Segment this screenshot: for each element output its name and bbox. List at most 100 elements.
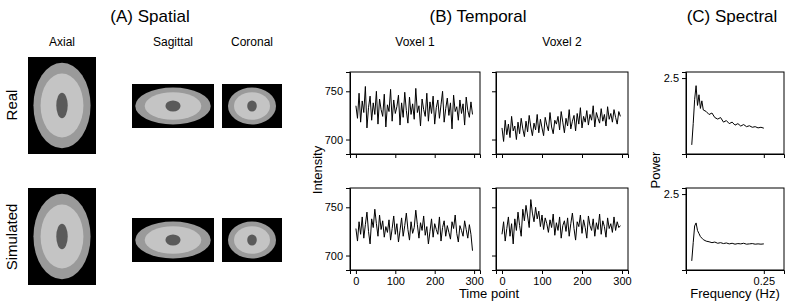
- x-axis-line: [687, 155, 785, 159]
- x-tick: [542, 154, 543, 158]
- x-tick: [435, 154, 436, 158]
- x-tick: 300: [465, 270, 483, 287]
- y-tick: 2.5: [664, 188, 686, 200]
- y-tick: 750: [325, 85, 350, 97]
- brain-image: [222, 218, 282, 262]
- y-axis: 700 750: [325, 73, 351, 155]
- image-background: [132, 84, 214, 128]
- data-line: [502, 106, 620, 142]
- y-tick: [492, 140, 496, 141]
- row-label: Real: [3, 90, 20, 121]
- x-tick-label: 200: [426, 275, 444, 287]
- image-background: [222, 84, 282, 128]
- x-tick-label: 100: [387, 275, 405, 287]
- x-axis: [351, 154, 481, 158]
- x-axis-title: Frequency (Hz): [690, 286, 780, 301]
- x-tick-label: 100: [533, 275, 551, 287]
- brain-tissue: [135, 222, 210, 259]
- y-tick-mark: [346, 91, 350, 92]
- plot-frame: [686, 72, 784, 154]
- ventricle: [56, 93, 67, 119]
- y-axis-title: Intensity: [310, 145, 325, 194]
- x-tick-mark: [622, 154, 623, 158]
- x-tick-mark: [356, 154, 357, 158]
- x-tick-mark: [542, 270, 543, 274]
- x-axis: [687, 154, 785, 158]
- data-line: [356, 86, 473, 128]
- ventricle: [56, 224, 67, 250]
- panel-title: (B) Temporal: [430, 7, 527, 26]
- y-tick-mark: [346, 256, 350, 257]
- plot-area: [692, 86, 764, 145]
- plot-frame: [496, 72, 628, 154]
- x-tick-mark: [356, 270, 357, 274]
- white-matter: [145, 226, 202, 254]
- y-axis-line: [682, 73, 687, 155]
- x-tick: [502, 154, 503, 158]
- brain-image: [28, 188, 96, 285]
- plot-frame: [350, 72, 480, 154]
- chart: 0100200300700750: [325, 188, 484, 287]
- x-tick-mark: [435, 270, 436, 274]
- y-tick-label: 750: [325, 85, 343, 97]
- x-tick-label: 300: [465, 275, 483, 287]
- y-tick: 750: [325, 201, 350, 213]
- plot-frame: [496, 188, 628, 270]
- y-axis: 700 750: [325, 189, 351, 271]
- y-tick-mark: [492, 207, 496, 208]
- brain-tissue: [228, 88, 276, 125]
- y-axis-line: [346, 73, 351, 155]
- x-tick: [582, 154, 583, 158]
- x-axis-line: [497, 271, 629, 275]
- y-tick: [492, 207, 496, 208]
- x-tick: 100: [533, 270, 551, 287]
- voxel-label: Voxel 2: [542, 35, 582, 49]
- x-tick: 100: [387, 270, 405, 287]
- y-tick: 2.5: [664, 72, 686, 84]
- data-line: [692, 223, 764, 261]
- x-tick: [356, 154, 357, 158]
- x-tick: 300: [613, 270, 631, 287]
- y-axis-title: Power: [648, 151, 663, 189]
- y-tick: 700: [325, 134, 350, 146]
- white-matter: [234, 226, 270, 254]
- plot-area: [356, 86, 473, 128]
- x-tick: [622, 154, 623, 158]
- x-axis-line: [497, 155, 629, 159]
- image-background: [132, 218, 214, 262]
- data-line: [692, 86, 764, 145]
- y-axis: [492, 73, 497, 155]
- y-tick-label: 700: [325, 134, 343, 146]
- x-axis-line: [351, 271, 481, 275]
- x-axis-line: [351, 155, 481, 159]
- brain-tissue: [33, 63, 90, 148]
- y-tick-label: 750: [325, 201, 343, 213]
- data-line: [356, 209, 473, 250]
- y-tick-mark: [682, 78, 686, 79]
- white-matter: [41, 204, 84, 268]
- ventricle: [165, 234, 180, 245]
- y-tick-mark: [346, 207, 350, 208]
- x-tick-mark: [502, 270, 503, 274]
- x-tick-mark: [395, 270, 396, 274]
- x-tick-mark: [582, 270, 583, 274]
- x-tick-mark: [395, 154, 396, 158]
- brain-image: [132, 218, 214, 262]
- plot-area: [502, 200, 620, 244]
- x-tick: [474, 154, 475, 158]
- y-tick-label: 700: [325, 250, 343, 262]
- x-tick-mark: [542, 154, 543, 158]
- y-axis-line: [682, 189, 687, 271]
- y-tick-label: 2.5: [664, 72, 679, 84]
- y-tick-mark: [492, 140, 496, 141]
- x-tick-mark: [582, 154, 583, 158]
- x-tick-mark: [502, 154, 503, 158]
- y-axis-line: [346, 189, 351, 271]
- y-axis: 2.5: [664, 188, 687, 270]
- figure: (A) Spatial(B) Temporal(C) SpectralRealS…: [0, 0, 790, 303]
- data-line: [502, 200, 620, 244]
- plot-frame: [686, 188, 784, 270]
- y-tick: [492, 256, 496, 257]
- y-tick: [492, 91, 496, 92]
- y-axis-line: [492, 73, 497, 155]
